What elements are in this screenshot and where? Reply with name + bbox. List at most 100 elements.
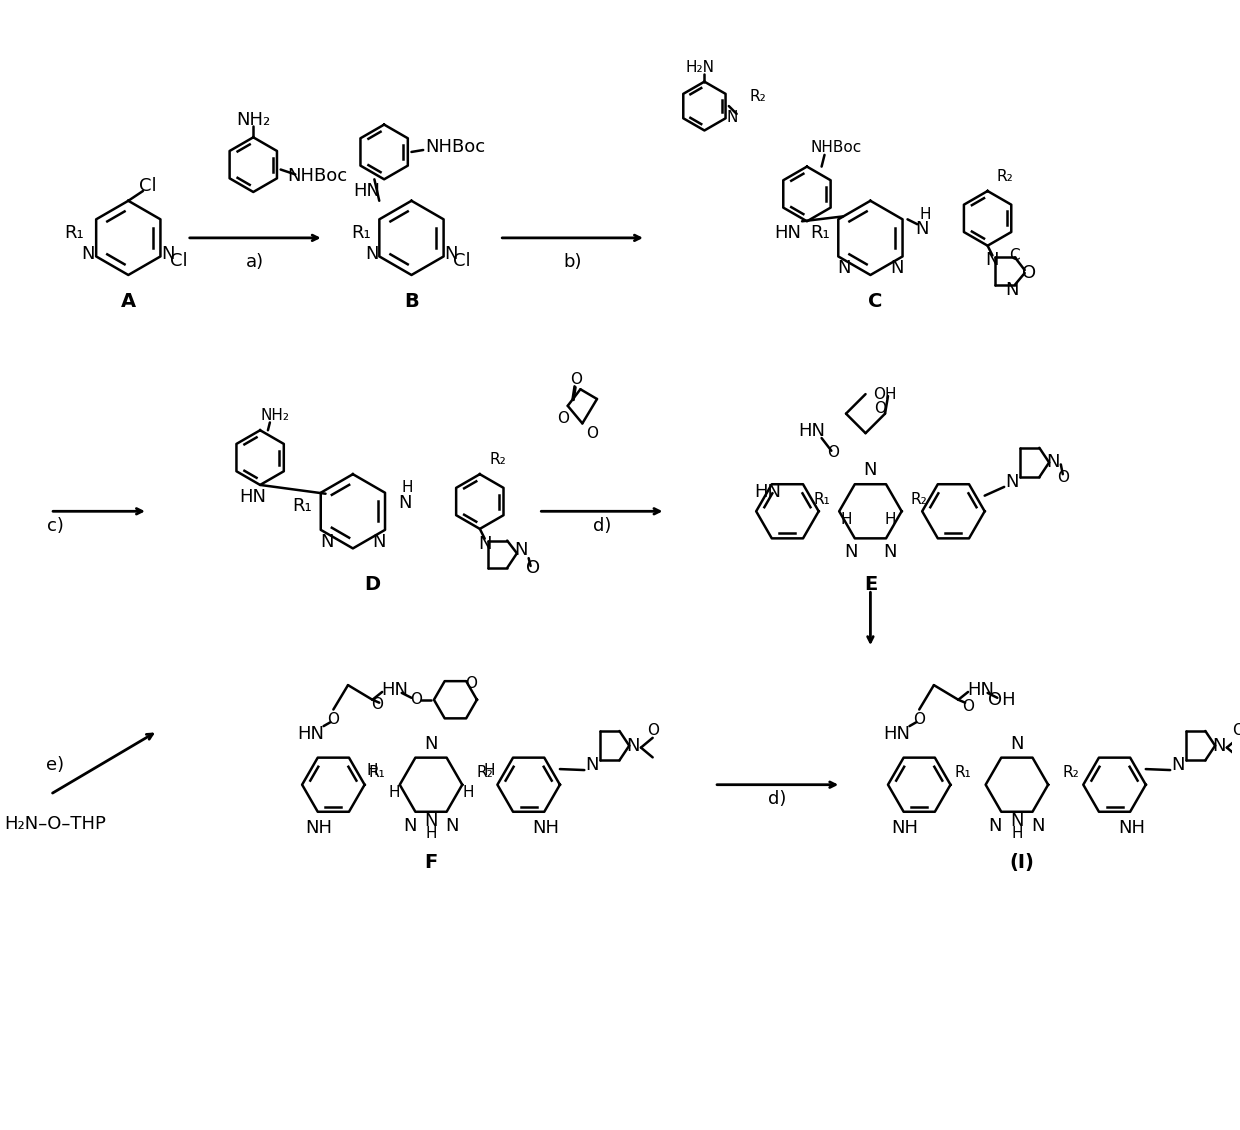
Text: N: N	[320, 532, 334, 550]
Text: O: O	[465, 676, 477, 690]
Text: HN: HN	[774, 224, 801, 242]
Text: Cl: Cl	[139, 177, 156, 195]
Text: O: O	[1022, 264, 1035, 282]
Text: E: E	[864, 575, 877, 594]
Text: H: H	[1011, 826, 1023, 841]
Text: N: N	[883, 544, 897, 562]
Text: OH: OH	[988, 690, 1016, 709]
Text: O: O	[962, 699, 975, 714]
Text: R₁: R₁	[351, 224, 371, 242]
Text: R₂: R₂	[750, 89, 766, 104]
Text: R₁: R₁	[370, 765, 386, 781]
Text: c): c)	[47, 516, 63, 534]
Text: R₂: R₂	[489, 452, 506, 467]
Text: NH: NH	[533, 818, 559, 836]
Text: H: H	[841, 512, 852, 527]
Text: H: H	[367, 763, 378, 777]
Text: N: N	[1213, 737, 1226, 755]
Text: HN: HN	[353, 182, 379, 200]
Text: (I): (I)	[1009, 853, 1034, 872]
Text: N: N	[445, 245, 458, 263]
Text: O: O	[327, 712, 340, 727]
Text: O: O	[647, 723, 658, 739]
Text: N: N	[626, 737, 640, 755]
Text: d): d)	[593, 516, 611, 534]
Text: O: O	[827, 445, 839, 460]
Text: B: B	[404, 292, 419, 311]
Text: HN: HN	[239, 488, 265, 505]
Text: O: O	[527, 559, 541, 577]
Text: Cl: Cl	[454, 252, 471, 270]
Text: N: N	[445, 817, 459, 835]
Text: R₁: R₁	[810, 224, 830, 242]
Text: N: N	[890, 259, 904, 277]
Text: NH: NH	[892, 818, 918, 836]
Text: NHBoc: NHBoc	[288, 167, 347, 185]
Text: A: A	[120, 292, 136, 311]
Text: O: O	[557, 411, 569, 426]
Text: NH: NH	[305, 818, 332, 836]
Text: H₂N–O–THP: H₂N–O–THP	[4, 815, 105, 833]
Text: N: N	[1172, 756, 1184, 774]
Text: C: C	[1009, 247, 1021, 263]
Text: a): a)	[247, 253, 264, 271]
Text: N: N	[477, 534, 491, 553]
Text: H₂N: H₂N	[684, 60, 714, 75]
Text: R₁: R₁	[64, 224, 84, 242]
Text: O: O	[587, 426, 598, 441]
Text: d): d)	[769, 790, 787, 808]
Text: R₁: R₁	[955, 765, 972, 781]
Text: Cl: Cl	[170, 252, 188, 270]
Text: e): e)	[46, 756, 64, 774]
Text: H: H	[402, 480, 413, 495]
Text: HN: HN	[754, 483, 781, 501]
Text: HN: HN	[967, 681, 994, 699]
Text: HN: HN	[298, 725, 325, 742]
Text: N: N	[988, 817, 1002, 835]
Text: H: H	[388, 785, 399, 800]
Text: N: N	[424, 811, 438, 829]
Text: R₂: R₂	[997, 168, 1013, 184]
Text: HN: HN	[382, 681, 408, 699]
Text: NHBoc: NHBoc	[811, 140, 862, 155]
Text: N: N	[1011, 734, 1024, 753]
Text: N: N	[585, 756, 599, 774]
Text: N: N	[1006, 473, 1019, 492]
Text: D: D	[365, 575, 381, 594]
Text: HN: HN	[883, 725, 910, 742]
Text: O: O	[913, 712, 925, 727]
Text: N: N	[372, 532, 386, 550]
Text: N: N	[515, 541, 527, 559]
Text: H: H	[425, 826, 436, 841]
Text: H: H	[484, 763, 495, 777]
Text: R₁: R₁	[293, 497, 312, 515]
Text: N: N	[727, 111, 738, 125]
Text: F: F	[424, 853, 438, 872]
Text: N: N	[365, 245, 378, 263]
Text: N: N	[398, 494, 412, 512]
Text: O: O	[874, 401, 887, 416]
Text: O: O	[1056, 470, 1069, 485]
Text: N: N	[161, 245, 175, 263]
Text: O: O	[570, 372, 583, 386]
Text: N: N	[915, 220, 929, 238]
Text: N: N	[403, 817, 417, 835]
Text: H: H	[919, 207, 931, 221]
Text: O: O	[410, 693, 423, 707]
Text: N: N	[1032, 817, 1045, 835]
Text: C: C	[868, 292, 883, 311]
Text: R₂: R₂	[476, 765, 494, 781]
Text: NH: NH	[1118, 818, 1146, 836]
Text: N: N	[82, 245, 95, 263]
Text: H: H	[884, 512, 895, 527]
Text: O: O	[1233, 723, 1240, 739]
Text: NH₂: NH₂	[236, 111, 270, 129]
Text: N: N	[1006, 280, 1019, 298]
Text: N: N	[424, 734, 438, 753]
Text: O: O	[371, 697, 383, 712]
Text: R₂: R₂	[1063, 765, 1079, 781]
Text: N: N	[844, 544, 858, 562]
Text: N: N	[1011, 811, 1024, 829]
Text: b): b)	[563, 253, 582, 271]
Text: HN: HN	[799, 423, 826, 441]
